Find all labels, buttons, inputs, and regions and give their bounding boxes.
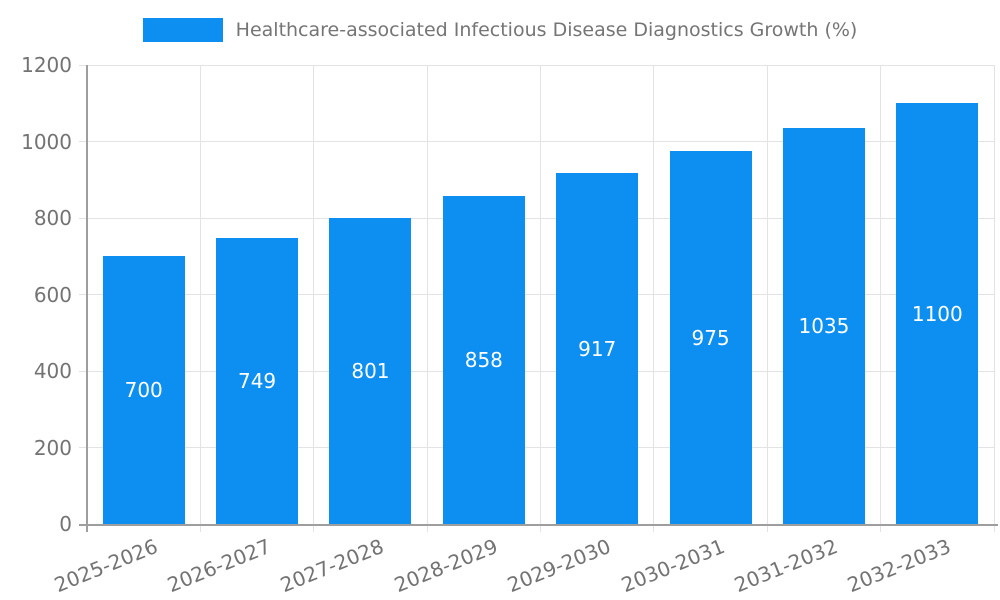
y-tick [79, 370, 87, 372]
x-axis-line [79, 524, 998, 526]
x-gridline [993, 65, 995, 524]
legend-swatch [142, 18, 223, 42]
bar[interactable]: 700 [102, 256, 185, 524]
x-gridline [653, 65, 655, 524]
legend-label: Healthcare-associated Infectious Disease… [235, 19, 858, 41]
x-tick [540, 524, 541, 532]
bar-value-label: 917 [578, 336, 617, 361]
bar-value-label: 700 [124, 378, 163, 403]
y-tick-label: 0 [59, 512, 72, 536]
x-tick [880, 524, 882, 532]
bar[interactable]: 1035 [782, 128, 865, 524]
x-tick-label: 2030-2031 [617, 534, 728, 598]
x-gridline [426, 65, 428, 524]
x-tick [766, 524, 768, 532]
bar-value-label: 1035 [798, 314, 850, 339]
y-tick-label: 600 [33, 282, 72, 307]
bar[interactable]: 1100 [896, 103, 979, 524]
y-tick-label: 1200 [21, 53, 72, 77]
bar[interactable]: 975 [669, 151, 752, 524]
y-tick [79, 294, 87, 295]
x-tick-label: 2028-2029 [390, 534, 501, 598]
x-tick-label: 2027-2028 [277, 534, 388, 598]
y-tick [79, 141, 87, 142]
y-tick-label: 1000 [21, 129, 72, 154]
bar[interactable]: 858 [442, 195, 525, 524]
bar-value-label: 975 [691, 325, 730, 350]
y-tick [79, 447, 87, 448]
x-tick-label: 2025-2026 [50, 534, 161, 598]
x-tick-label: 2031-2032 [730, 534, 841, 598]
x-tick [653, 524, 655, 532]
bar-value-label: 858 [464, 347, 503, 372]
x-tick-label: 2032-2033 [844, 534, 955, 598]
y-tick-label: 800 [33, 206, 72, 230]
x-gridline [540, 65, 541, 524]
y-tick [79, 64, 87, 66]
chart-legend[interactable]: Healthcare-associated Infectious Disease… [0, 18, 1000, 42]
x-gridline [880, 65, 882, 524]
x-gridline [766, 65, 768, 524]
x-gridline [199, 65, 201, 524]
x-gridline [313, 65, 315, 524]
x-tick-label: 2029-2030 [504, 534, 615, 598]
bar-value-label: 1100 [911, 301, 963, 326]
x-tick [426, 524, 428, 532]
y-tick-label: 200 [33, 435, 72, 460]
bar[interactable]: 917 [556, 173, 639, 524]
bar-value-label: 801 [351, 358, 390, 383]
x-tick [993, 524, 995, 532]
bar[interactable]: 749 [216, 237, 299, 524]
bar-value-label: 749 [237, 368, 277, 393]
x-tick-label: 2026-2027 [163, 534, 275, 598]
y-tick [79, 217, 87, 219]
y-tick-label: 400 [33, 359, 72, 383]
bar[interactable]: 801 [329, 217, 412, 524]
x-tick [199, 524, 201, 532]
y-axis-line [86, 65, 88, 532]
x-tick [313, 524, 315, 532]
